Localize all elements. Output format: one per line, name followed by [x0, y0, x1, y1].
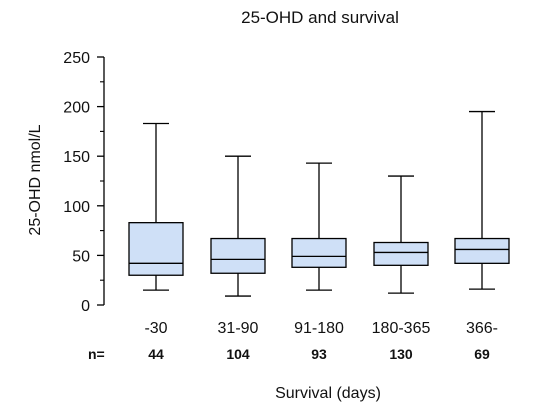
chart-title: 25-OHD and survival	[241, 8, 399, 27]
x-category-label: 31-90	[218, 320, 259, 337]
n-count-label: 69	[474, 346, 490, 362]
n-count-label: 130	[389, 346, 413, 362]
y-tick-label: 150	[63, 149, 90, 166]
y-tick-label: 250	[63, 50, 90, 67]
n-count-label: 44	[148, 346, 164, 362]
y-tick-label: 50	[72, 248, 90, 265]
n-prefix-label: n=	[88, 346, 105, 362]
y-axis-label: 25-OHD nmol/L	[27, 124, 44, 235]
x-category-label: -30	[144, 320, 167, 337]
n-count-label: 93	[311, 346, 327, 362]
y-tick-label: 0	[81, 298, 90, 315]
y-tick-label: 100	[63, 199, 90, 216]
x-category-label: 180-365	[372, 320, 431, 337]
y-tick-label: 200	[63, 100, 90, 117]
box-iqr	[128, 222, 184, 276]
x-category-label: 366-	[466, 320, 498, 337]
box-iqr	[454, 237, 510, 264]
plot-area: 0 50 100 150 200 250 -30 44 31-90 104 91-180 93 180-…	[63, 50, 510, 362]
box-iqr	[373, 241, 429, 266]
box-iqr	[210, 237, 266, 274]
box-iqr	[291, 237, 347, 268]
n-count-label: 104	[226, 346, 250, 362]
x-category-label: 91-180	[294, 320, 344, 337]
x-axis-label: Survival (days)	[275, 385, 381, 402]
